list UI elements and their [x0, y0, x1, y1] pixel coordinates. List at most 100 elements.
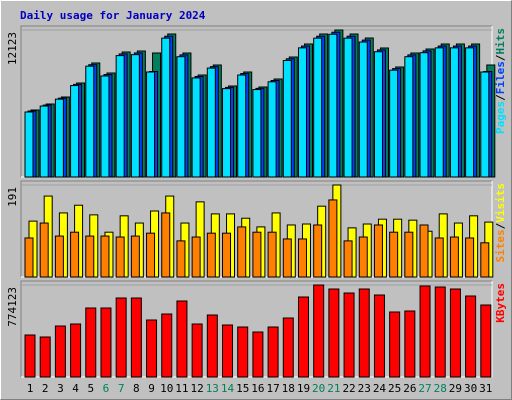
- bar: [252, 331, 264, 378]
- bar: [146, 319, 158, 378]
- bar: [358, 41, 368, 178]
- bar: [54, 235, 64, 278]
- legend-entry: Pages: [494, 101, 507, 134]
- bar: [115, 55, 125, 178]
- legend: Pages/Files/Hits: [494, 28, 507, 134]
- x-tick-label: 21: [327, 382, 340, 395]
- bar: [146, 71, 156, 178]
- chart-title: Daily usage for January 2024: [20, 9, 206, 22]
- x-tick-label: 3: [57, 382, 64, 395]
- bar: [191, 236, 201, 278]
- bar: [297, 296, 309, 378]
- bar: [434, 47, 444, 178]
- legend-entry: Hits: [494, 28, 507, 55]
- bar: [206, 314, 218, 378]
- bar: [176, 240, 186, 278]
- bar: [465, 47, 475, 178]
- bar: [267, 81, 277, 178]
- x-tick-label: 14: [221, 382, 235, 395]
- bar: [176, 300, 188, 378]
- bar: [70, 323, 82, 378]
- bar: [465, 295, 477, 378]
- bar: [206, 232, 216, 278]
- bar: [434, 286, 446, 378]
- x-tick-label: 7: [118, 382, 125, 395]
- bar: [85, 65, 95, 178]
- bar: [222, 88, 232, 178]
- bar: [176, 56, 186, 178]
- bar: [313, 37, 323, 178]
- bar: [480, 304, 492, 378]
- bar: [449, 47, 459, 178]
- bar: [39, 336, 51, 378]
- bar: [282, 238, 292, 278]
- x-tick-label: 15: [236, 382, 249, 395]
- bar: [313, 224, 323, 278]
- bar: [373, 51, 383, 178]
- x-tick-label: 28: [434, 382, 447, 395]
- bar: [449, 236, 459, 278]
- bar: [115, 236, 125, 278]
- bar: [191, 77, 201, 178]
- bar: [282, 317, 294, 378]
- bar: [130, 235, 140, 278]
- x-tick-label: 24: [373, 382, 387, 395]
- x-tick-label: 31: [479, 382, 492, 395]
- bar: [389, 311, 401, 378]
- bar: [222, 232, 232, 278]
- bar: [24, 111, 34, 178]
- bar: [404, 56, 414, 178]
- bar: [343, 292, 355, 378]
- bar: [358, 288, 370, 378]
- x-tick-label: 26: [403, 382, 416, 395]
- bar: [373, 224, 383, 278]
- bar: [434, 237, 444, 278]
- bar: [100, 75, 110, 178]
- bar: [100, 235, 110, 278]
- bar: [237, 74, 247, 178]
- bar: [282, 59, 292, 178]
- bar: [343, 240, 353, 278]
- bar: [54, 325, 66, 378]
- bar: [24, 334, 36, 378]
- bar: [465, 237, 475, 278]
- y-tick-label: 12123: [6, 32, 19, 65]
- bar: [404, 310, 416, 378]
- bar: [480, 71, 490, 178]
- bar: [85, 307, 97, 378]
- bar: [449, 288, 461, 378]
- bar: [252, 231, 262, 278]
- bar: [404, 231, 414, 278]
- bar: [39, 222, 49, 278]
- bar: [328, 199, 338, 278]
- bar: [389, 69, 399, 178]
- bar: [419, 224, 429, 278]
- x-tick-label: 9: [148, 382, 155, 395]
- bar: [328, 288, 340, 378]
- bar: [54, 98, 64, 178]
- x-tick-label: 29: [449, 382, 462, 395]
- bar: [191, 323, 203, 378]
- legend: KBytes: [494, 283, 507, 323]
- y-tick-label: 191: [6, 187, 19, 207]
- bar: [328, 33, 338, 178]
- legend-entry: Visits: [494, 183, 507, 223]
- x-tick-label: 20: [312, 382, 325, 395]
- bar: [389, 231, 399, 278]
- x-tick-label: 8: [133, 382, 140, 395]
- x-tick-label: 18: [282, 382, 295, 395]
- bar: [100, 307, 112, 378]
- x-tick-label: 16: [251, 382, 264, 395]
- x-tick-label: 19: [297, 382, 310, 395]
- bar: [85, 235, 95, 278]
- legend-separator: /: [494, 222, 507, 229]
- bar: [70, 85, 80, 178]
- bar: [237, 226, 247, 278]
- legend-separator: /: [494, 94, 507, 101]
- bar: [343, 37, 353, 178]
- x-tick-label: 22: [342, 382, 355, 395]
- bar: [373, 294, 385, 378]
